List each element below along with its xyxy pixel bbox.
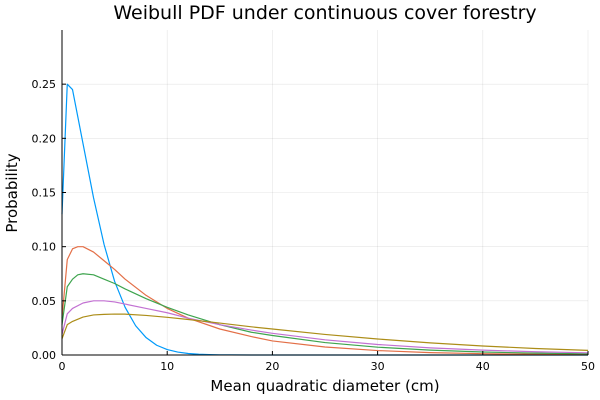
tick-labels: 0 10 20 30 40 50 0.00 0.05 0.10 0.15 0.20 0.25 [32,78,596,373]
series-line-5 [61,313,589,351]
x-tick-label: 40 [476,360,490,373]
series-lines [61,83,589,356]
series-line-4 [61,300,589,354]
series-line-1 [61,83,588,356]
series-line-3 [61,273,589,355]
y-tick-label: 0.05 [32,295,57,308]
chart-title: Weibull PDF under continuous cover fores… [113,2,536,24]
x-tick-label: 10 [160,360,174,373]
y-tick-label: 0.25 [32,78,57,91]
x-tick-label: 20 [265,360,279,373]
y-tick-label: 0.00 [32,349,57,362]
x-axis-title: Mean quadratic diameter (cm) [210,377,439,395]
x-tick-label: 0 [59,360,66,373]
y-tick-label: 0.10 [32,241,57,254]
grid [61,30,589,356]
y-tick-label: 0.15 [32,187,57,200]
x-tick-label: 30 [371,360,385,373]
y-axis-title: Probability [3,153,21,232]
x-tick-label: 50 [581,360,595,373]
axes [61,30,589,356]
y-tick-label: 0.20 [32,132,57,145]
series-line-2 [61,246,589,356]
